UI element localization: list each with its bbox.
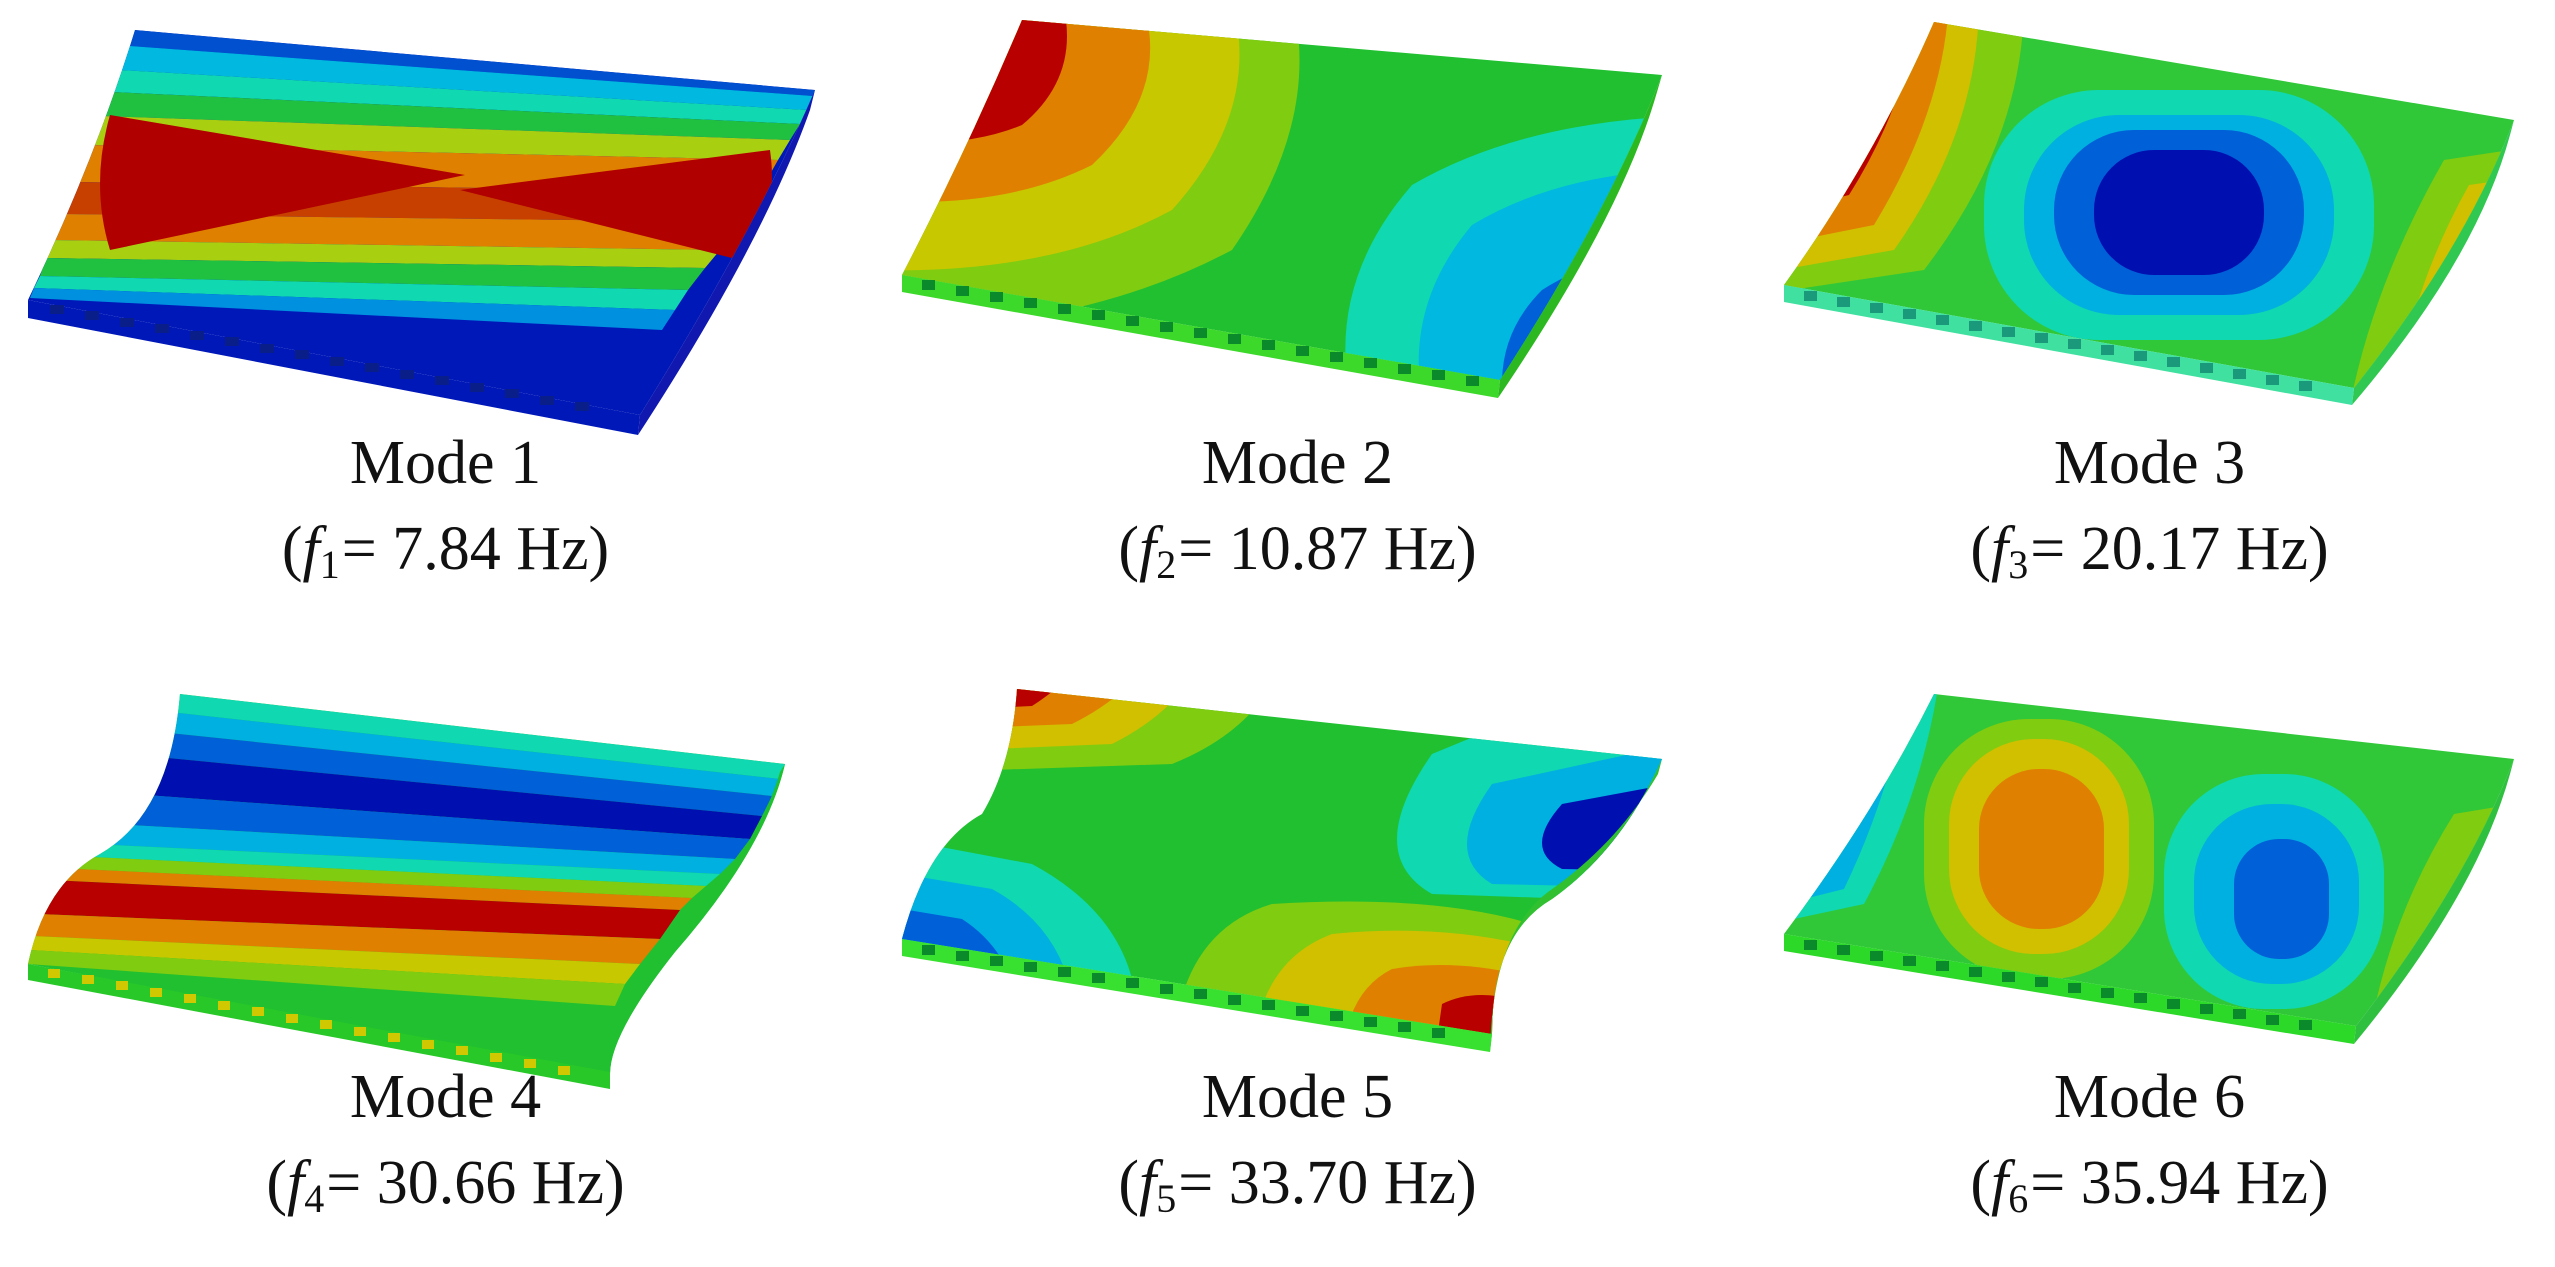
frequency-value: = 30.66 Hz	[326, 1149, 604, 1217]
frequency-symbol: f	[1139, 515, 1157, 583]
mode-5-frequency: (f5= 33.70 Hz)	[1118, 1149, 1477, 1221]
frequency-value: = 35.94 Hz	[2030, 1149, 2308, 1217]
mode-6-frequency: (f6= 35.94 Hz)	[1970, 1149, 2329, 1221]
frequency-symbol: f	[302, 515, 320, 583]
mode-2-frequency: (f2= 10.87 Hz)	[1118, 515, 1477, 587]
frequency-symbol: f	[1991, 1149, 2009, 1217]
mode-6-title: Mode 6	[2053, 1063, 2246, 1131]
mode-4-title: Mode 4	[349, 1063, 542, 1131]
mode-2-plate-contour	[902, 20, 1662, 398]
mode-panel-4: Mode 4 (f4= 30.66 Hz)	[20, 634, 871, 1267]
frequency-index: 1	[319, 541, 340, 587]
frequency-index: 6	[2008, 1175, 2029, 1221]
mode-3-plate-contour	[1784, 22, 2514, 405]
mode-3-frequency: (f3= 20.17 Hz)	[1970, 515, 2329, 587]
mode-panel-6: Mode 6 (f6= 35.94 Hz)	[1724, 634, 2555, 1267]
mode-2-title: Mode 2	[1201, 429, 1394, 497]
mode-panel-1: Mode 1 (f1= 7.84 Hz)	[20, 0, 871, 633]
mode-3-title: Mode 3	[2053, 429, 2246, 497]
mode-1-title: Mode 1	[349, 429, 542, 497]
mode-4-plate-contour	[28, 694, 785, 1089]
frequency-symbol: f	[1991, 515, 2009, 583]
frequency-index: 5	[1156, 1175, 1177, 1221]
mode-panel-5: Mode 5 (f5= 33.70 Hz)	[872, 634, 1723, 1267]
mode-1-frequency: (f1= 7.84 Hz)	[281, 515, 610, 587]
frequency-value: = 20.17 Hz	[2030, 515, 2308, 583]
mode-panel-3: Mode 3 (f3= 20.17 Hz)	[1724, 0, 2555, 633]
mode-6-plate-contour	[1784, 694, 2514, 1044]
frequency-symbol: f	[287, 1149, 305, 1217]
frequency-index: 4	[304, 1175, 325, 1221]
frequency-index: 3	[2008, 541, 2029, 587]
mode-5-title: Mode 5	[1201, 1063, 1394, 1131]
frequency-index: 2	[1156, 541, 1177, 587]
mode-panel-2: Mode 2 (f2= 10.87 Hz)	[872, 0, 1723, 633]
mode-5-plate-contour	[902, 689, 1662, 1052]
mode-1-plate-contour	[28, 30, 815, 435]
mode-4-frequency: (f4= 30.66 Hz)	[266, 1149, 625, 1221]
frequency-value: = 7.84 Hz	[341, 515, 589, 583]
frequency-value: = 33.70 Hz	[1178, 1149, 1456, 1217]
frequency-value: = 10.87 Hz	[1178, 515, 1456, 583]
frequency-symbol: f	[1139, 1149, 1157, 1217]
